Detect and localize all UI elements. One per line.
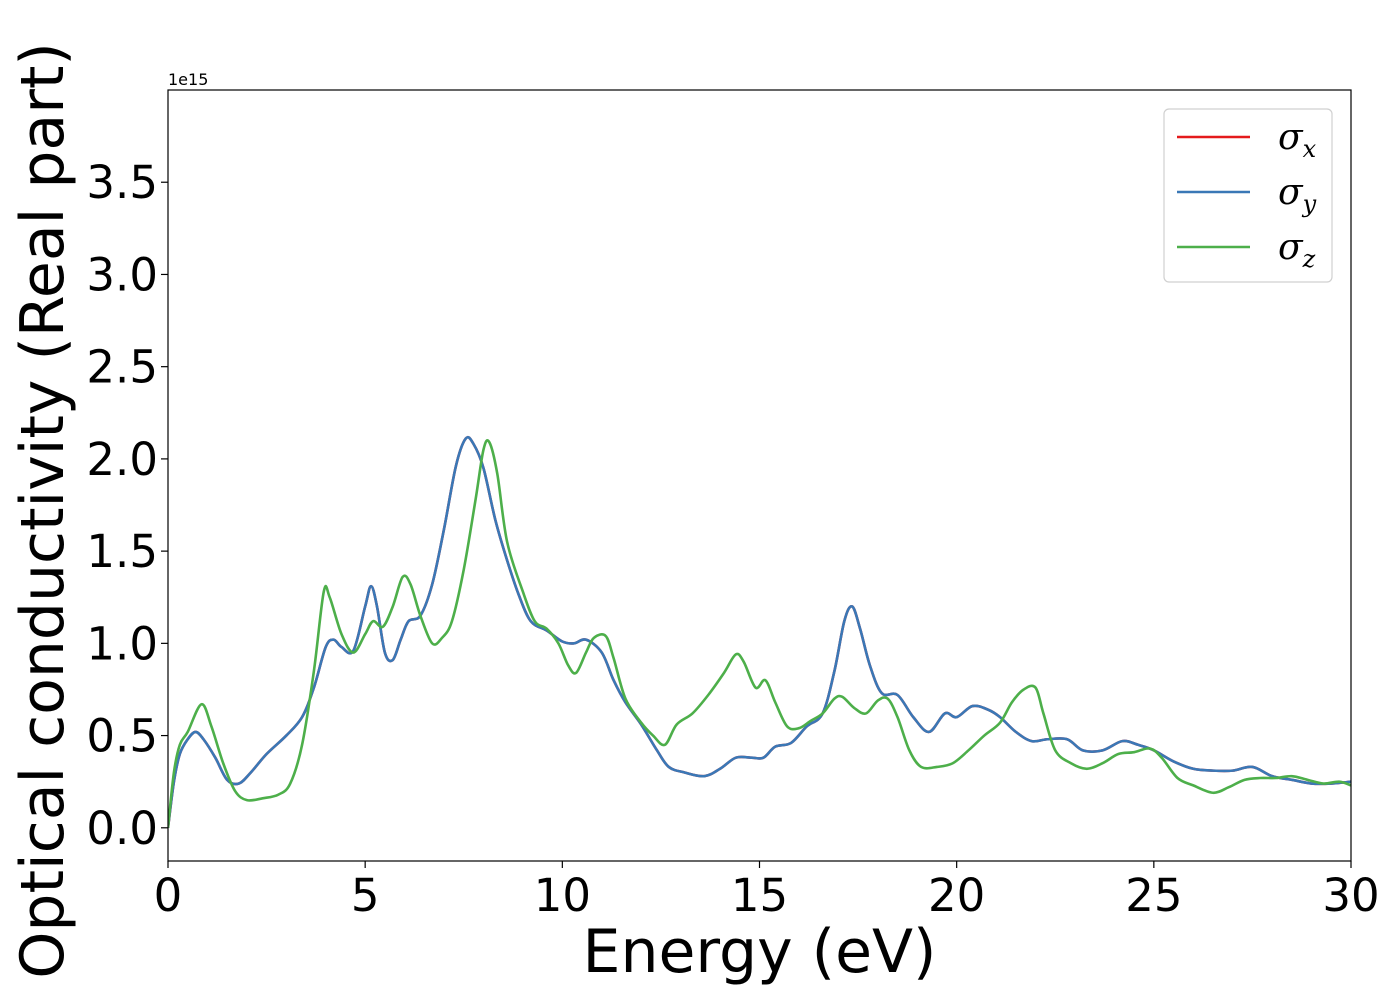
x-axis-label: Energy (eV)	[583, 917, 937, 987]
x-tick-label: 10	[534, 869, 591, 922]
legend-box	[1163, 108, 1333, 283]
y-tick-label: 3.0	[86, 248, 158, 301]
y-tick-label: 0.5	[86, 710, 158, 763]
x-tick-label: 20	[928, 869, 985, 922]
legend-label-sigma-y: σy	[1278, 172, 1317, 218]
y-offset-label: 1e15	[168, 70, 208, 89]
y-tick-label: 0.0	[86, 802, 158, 855]
x-tick-label: 0	[154, 869, 183, 922]
x-tick-label: 25	[1125, 869, 1182, 922]
x-tick-label: 5	[351, 869, 380, 922]
x-tick-label: 15	[731, 869, 788, 922]
legend-label-sigma-z: σz	[1278, 227, 1316, 273]
y-tick-label: 3.5	[86, 156, 158, 209]
y-tick-label: 2.5	[86, 341, 158, 394]
y-axis-label: Optical conductivity (Real part)	[8, 42, 78, 979]
series-line-sigma-x	[168, 435, 1351, 828]
legend-label-sigma-x: σx	[1278, 117, 1317, 163]
series-line-sigma-z	[168, 439, 1351, 828]
y-tick-label: 1.0	[86, 617, 158, 670]
plot-lines	[168, 435, 1351, 828]
series-line-sigma-y	[168, 435, 1351, 828]
axis-ticks: 0 5 10 15 20 25 30 0.0 0.5 1.0 1.5 2.0 2.5 3.0 3.5	[86, 156, 1379, 922]
x-tick-label: 30	[1322, 869, 1379, 922]
y-tick-label: 2.0	[86, 433, 158, 486]
legend: σx σy σz	[1163, 108, 1333, 283]
y-tick-label: 1.5	[86, 525, 158, 578]
